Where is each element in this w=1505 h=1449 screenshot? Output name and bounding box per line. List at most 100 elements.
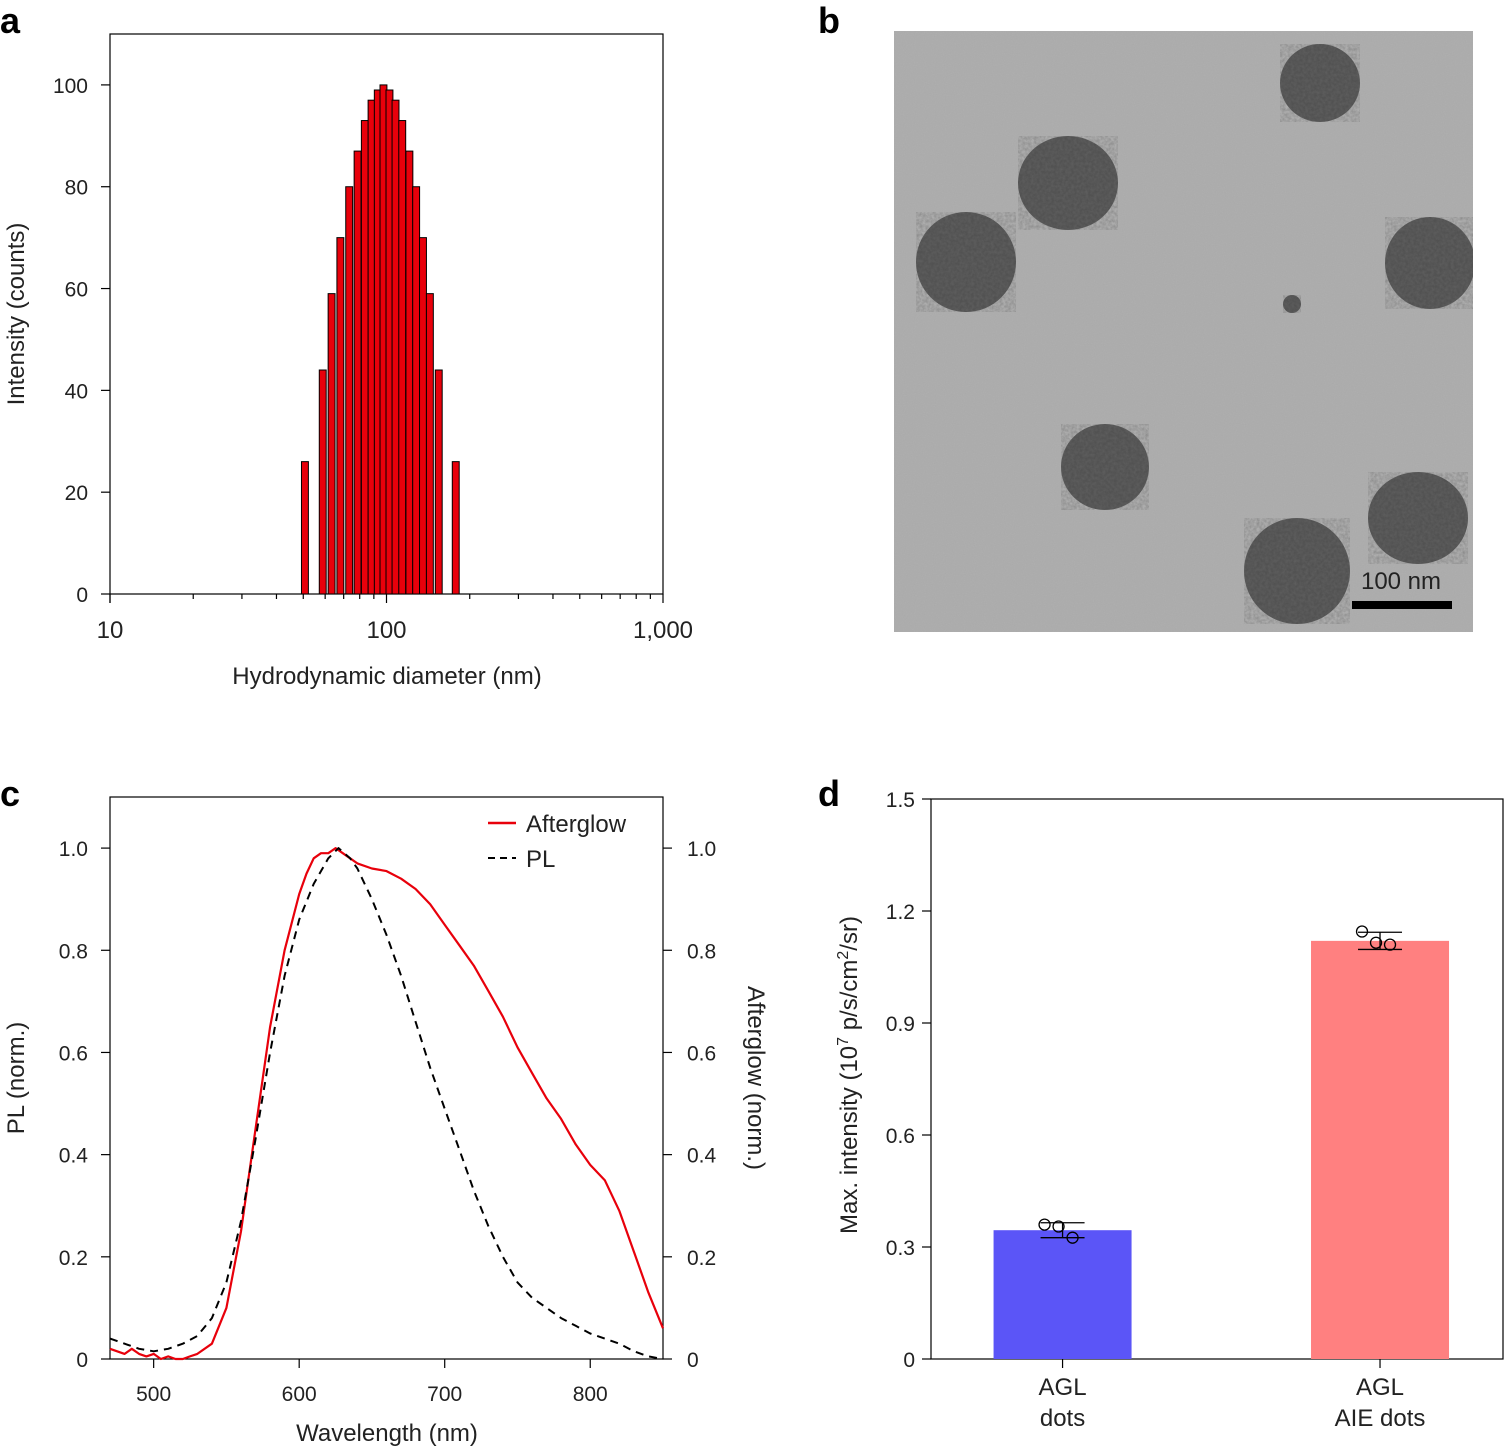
panel-d-category-label: AIE dots [1335,1405,1426,1432]
panel-c-x-axis-title: Wavelength (nm) [296,1420,478,1447]
panel-d-y-title-part3: /sr) [836,916,863,951]
panel-a-bar-4 [345,186,354,595]
panel-a-x-axis-title: Hydrodynamic diameter (nm) [232,663,541,690]
panel-c-series-line-afterglow [109,847,665,1361]
tem-particle-texture-0 [1280,44,1360,122]
panel-a-bar-13 [405,150,414,595]
panel-a-bar-5 [353,150,362,595]
panel-d-bar-chart: 0 0.3 0.6 0.9 1.2 1.5 AGL dots AGL AIE dots Max.… [835,789,1504,1432]
panel-d-y-title-exp2: 2 [835,951,852,960]
panel-a-histogram: 10 100 1,000 0 20 40 60 80 100 Hydrodynamic dia… [3,33,693,690]
panel-b-tem-image: 100 nm [894,31,1473,632]
panel-d-replicate-point [1355,925,1369,938]
panel-d-y-tick-label: 1.2 [886,901,915,924]
panel-d-frame [930,798,1504,1360]
panel-a-bar-16 [425,293,434,595]
panel-c-frame [109,796,664,1360]
panel-c-x-tick-label: 500 [136,1383,171,1406]
panel-c-x-tick-label: 600 [282,1383,317,1406]
panel-c-y-tick-label-right: 1.0 [687,838,716,861]
panel-a-y-tick-label: 100 [53,75,88,98]
scale-bar [1352,601,1452,609]
panel-a-y-tick-label: 80 [65,177,88,200]
panel-a-bar-11 [391,99,400,595]
panel-c-y-tick-label-left: 0.6 [59,1042,88,1065]
panel-d-replicate-point [1038,1218,1051,1231]
panel-d-bar-1 [1311,940,1450,1359]
panel-a-y-tick-label: 20 [65,482,88,505]
panel-d-replicate-point [1066,1231,1079,1244]
panel-c-y-tick-label-right: 0.6 [687,1042,716,1065]
panel-a-y-axis-title: Intensity (counts) [3,223,30,406]
panel-label-d: d [818,773,840,814]
panel-label-c: c [0,773,20,814]
panel-c-y-tick-label-right: 0 [687,1349,699,1372]
tem-particle-texture-3 [1385,217,1473,309]
panel-c-y-tick-label-left: 1.0 [59,838,88,861]
panel-a-bar-12 [398,120,407,595]
panel-d-replicate-point [1052,1220,1065,1233]
panel-c-legend: Afterglow PL [488,811,627,873]
panel-a-y-tick-label: 40 [65,380,88,403]
panel-c-y-tick-label-left: 0.2 [59,1247,88,1270]
panel-d-bars [993,925,1450,1359]
panel-a-bar-3 [336,237,345,595]
panel-c-y-tick-label-left: 0.4 [59,1145,89,1168]
panel-c-y-tick-label-left: 0.8 [59,940,88,963]
panel-a-bar-15 [419,237,427,595]
panel-d-replicate-point [1369,936,1383,949]
panel-a-bar-2 [327,293,336,595]
panel-c-y-tick-label-left: 0 [76,1349,88,1372]
tem-particle-texture-5 [1368,472,1468,564]
panel-a-y-tick-label: 60 [65,279,88,302]
tem-particle-texture-1 [1018,136,1118,230]
panel-c-left-axis-title: PL (norm.) [3,1022,30,1134]
panel-c-x-tick-label: 700 [427,1383,462,1406]
panel-a-x-tick-label: 100 [366,617,406,644]
panel-d-y-ticks: 0 0.3 0.6 0.9 1.2 1.5 [886,789,931,1372]
panel-a-bar-1 [318,369,327,595]
panel-a-bars [300,84,460,595]
scale-bar-label: 100 nm [1361,568,1441,595]
panel-d-bar-0 [993,1230,1132,1359]
panel-c-right-axis-title: Afterglow (norm.) [742,986,769,1170]
panel-a-bar-17 [434,369,443,595]
tem-particle-texture-7 [1283,295,1301,313]
panel-label-a: a [0,0,21,41]
panel-d-y-tick-label: 1.5 [886,789,915,812]
panel-a-y-tick-label: 0 [76,584,88,607]
panel-d-y-title-part1: Max. intensity (10 [836,1046,863,1234]
panel-a-x-tick-label: 10 [97,617,124,644]
legend-afterglow-label: Afterglow [526,811,627,838]
panel-d-category-label: AGL [1039,1374,1087,1401]
panel-label-b: b [818,0,840,41]
panel-a-y-ticks: 0 20 40 60 80 100 [53,75,110,607]
tem-particle-texture-4 [1061,424,1149,510]
panel-a-bar-0 [300,461,309,595]
panel-c-y-tick-label-right: 0.2 [687,1247,716,1270]
panel-d-category-label: AGL [1356,1374,1404,1401]
panel-c-spectra: 500 600 700 800 0 0.2 0.4 0.6 0.8 1.0 0 0.2 0.4 0.6… [3,796,769,1447]
panel-c-series-line-pl [109,847,664,1360]
panel-c-x-tick-label: 800 [573,1383,608,1406]
panel-c-series [109,847,665,1361]
tem-particles [916,44,1473,624]
panel-c-x-ticks: 500 600 700 800 [136,1359,608,1406]
panel-d-y-tick-label: 0.6 [886,1125,915,1148]
panel-c-y-ticks-left: 0 0.2 0.4 0.6 0.8 1.0 [59,838,110,1372]
panel-d-y-title-part2: p/s/cm [836,960,863,1037]
panel-c-y-tick-label-right: 0.8 [687,940,716,963]
panel-d-y-title-exp1: 7 [835,1037,852,1046]
panel-c-y-ticks-right: 0 0.2 0.4 0.6 0.8 1.0 [663,838,717,1372]
panel-d-y-axis-title: Max. intensity (107 p/s/cm2/sr) [835,916,863,1234]
panel-a-bar-14 [412,186,421,595]
panel-a-x-ticks: 10 100 1,000 [97,594,693,644]
panel-c-y-tick-label-right: 0.4 [687,1145,717,1168]
panel-a-bar-6 [360,120,369,595]
legend-pl-label: PL [526,846,555,873]
panel-d-y-tick-label: 0.9 [886,1013,915,1036]
panel-d-category-label: dots [1040,1405,1085,1432]
panel-d-y-tick-label: 0.3 [886,1237,915,1260]
panel-d-y-tick-label: 0 [903,1349,915,1372]
